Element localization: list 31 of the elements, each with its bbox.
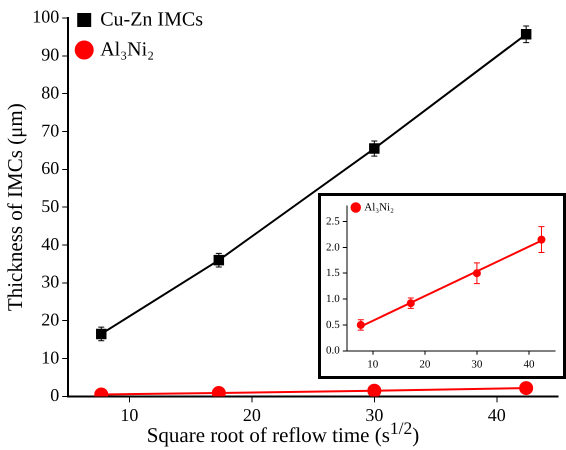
y-axis-title: Thickness of IMCs (μm)	[3, 103, 28, 312]
y-tick-label: 1.0	[326, 292, 340, 305]
x-tick-label: 40	[523, 358, 535, 370]
x-tick-label: 30	[365, 404, 384, 425]
point	[519, 381, 534, 396]
point	[367, 384, 382, 396]
y-tick-label: 0.0	[326, 344, 340, 357]
x-tick-label: 10	[367, 358, 379, 370]
y-tick-label: 90	[41, 44, 60, 65]
y-tick-label: 1.5	[326, 267, 340, 280]
y-tick-label: 40	[41, 234, 60, 254]
legend-label: Cu-Zn IMCs	[100, 8, 204, 30]
y-tick-label: 2.5	[326, 215, 340, 228]
y-tick-label: 0	[50, 385, 60, 406]
point	[369, 143, 380, 154]
legend-label: Al₃Ni₂	[100, 38, 154, 60]
y-tick-label: 70	[41, 120, 60, 140]
y-tick-label: 2.0	[326, 241, 340, 254]
x-tick-label: 40	[488, 404, 506, 425]
y-tick-label: 60	[41, 158, 60, 178]
legend-label: Al₃Ni₂	[364, 201, 394, 214]
x-tick-label: 30	[471, 358, 483, 370]
y-tick-label: 50	[41, 196, 60, 216]
y-tick-label: 0.5	[326, 318, 340, 331]
y-tick-label: 100	[32, 6, 60, 27]
x-tick-label: 20	[419, 358, 431, 370]
y-tick-label: 80	[41, 82, 60, 102]
y-tick-label: 30	[41, 272, 60, 292]
y-tick-label: 20	[41, 309, 60, 330]
point	[520, 29, 532, 40]
x-tick-label: 10	[120, 404, 138, 425]
